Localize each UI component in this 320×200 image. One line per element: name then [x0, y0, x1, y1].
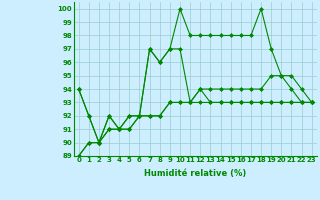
X-axis label: Humidité relative (%): Humidité relative (%): [144, 169, 246, 178]
